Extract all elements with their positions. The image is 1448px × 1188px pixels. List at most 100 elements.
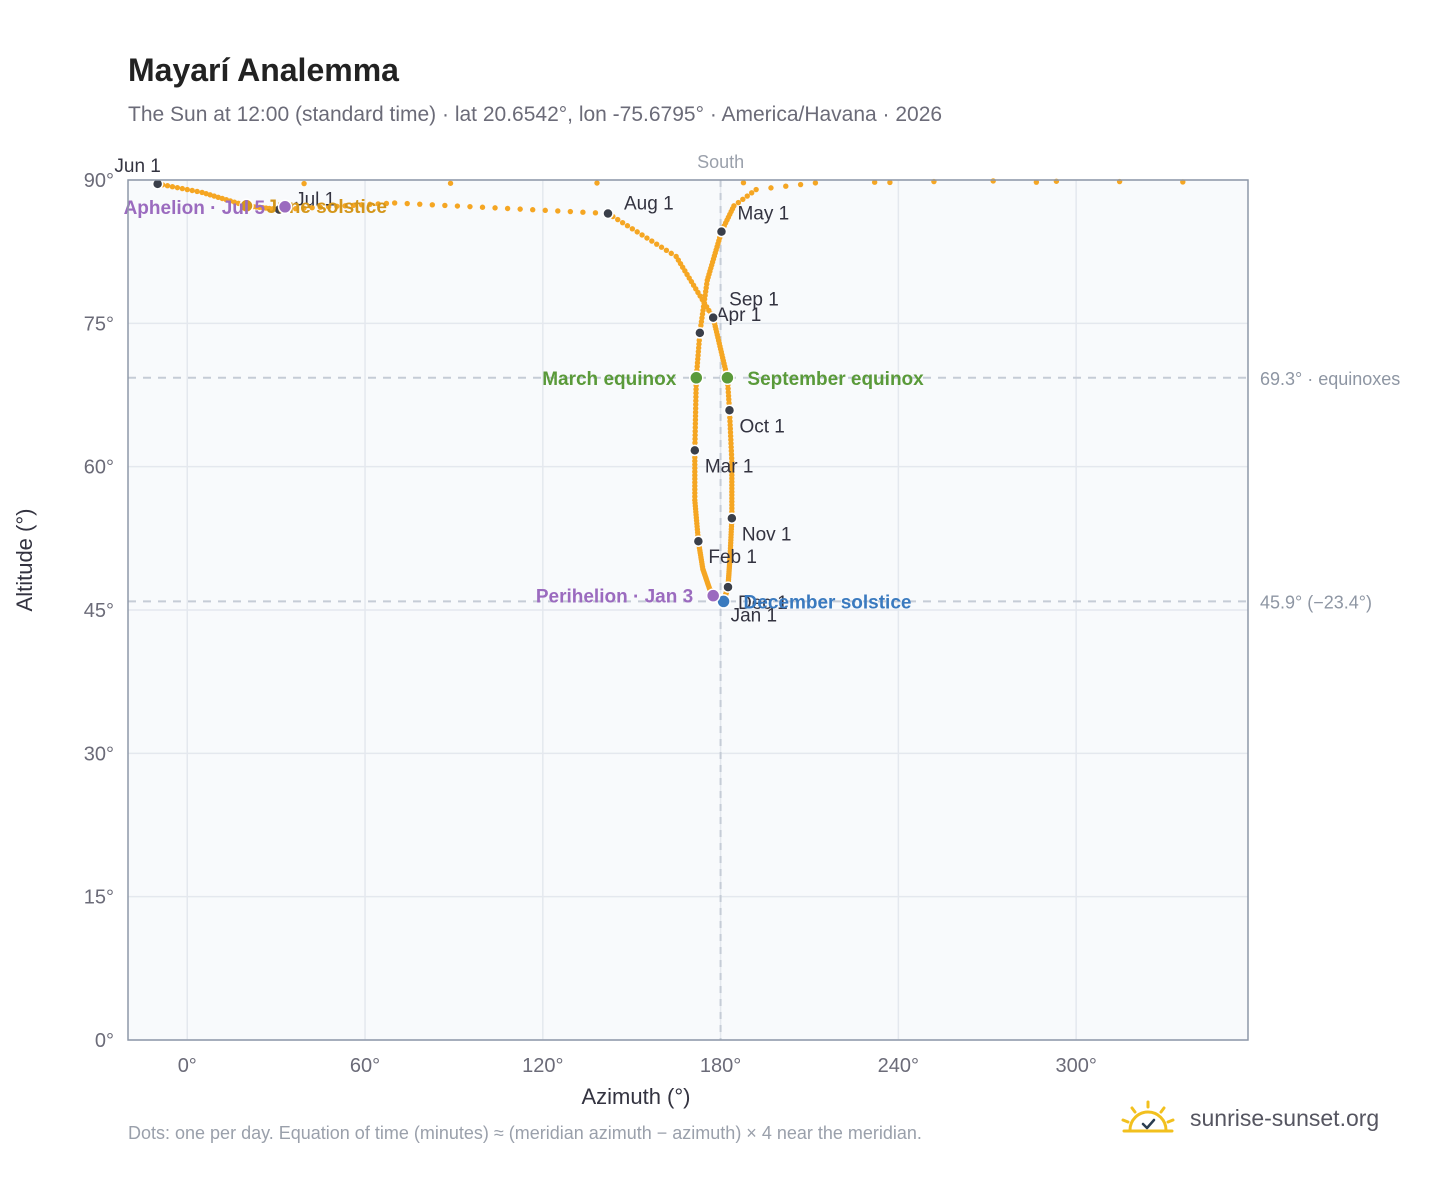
x-tick-label: 120°: [522, 1055, 563, 1077]
event-marker: [239, 198, 254, 214]
month-label: Mar 1: [705, 456, 754, 477]
daily-sun-dot: [692, 420, 699, 427]
axes: 0° 60° 120° 180° 240° 300° 0° 15° 30° 45° 60° 75° 90…: [12, 170, 1097, 1109]
daily-sun-dot: [530, 207, 536, 213]
month-label: May 1: [737, 204, 789, 225]
reference-label: 69.3° · equinoxes: [1260, 369, 1400, 389]
event-label: Aphelion · Jul 5: [124, 198, 266, 219]
daily-sun-dot: [887, 179, 893, 186]
month-label: Feb 1: [708, 547, 757, 568]
daily-sun-dot: [350, 202, 357, 209]
daily-sun-dot: [629, 226, 636, 232]
daily-sun-dot: [649, 238, 655, 244]
daily-sun-dot: [555, 208, 561, 214]
month-marker: [689, 444, 701, 457]
month-marker: [726, 512, 738, 525]
daily-sun-dot: [644, 235, 650, 241]
month-label: Dec 1: [738, 593, 788, 614]
x-tick-label: 240°: [878, 1055, 919, 1077]
daily-sun-dot: [467, 203, 473, 210]
daily-sun-dot: [615, 216, 621, 223]
daily-sun-dot: [692, 428, 698, 435]
y-tick-label: 45°: [84, 600, 114, 622]
month-label: Jan 1: [731, 605, 777, 626]
daily-sun-dot: [658, 244, 665, 250]
plot-frame: [127, 179, 1249, 1041]
month-label: Jun 1: [114, 156, 160, 177]
daily-sun-dot: [753, 186, 759, 193]
month-label: Jul 1: [295, 190, 335, 211]
y-tick-label: 0°: [95, 1030, 114, 1052]
footnote: Dots: one per day. Equation of time (min…: [128, 1123, 922, 1143]
daily-sun-dot: [740, 196, 746, 203]
x-tick-label: 0°: [178, 1055, 197, 1077]
daily-sun-dot: [594, 180, 600, 186]
month-label: Aug 1: [624, 193, 674, 214]
daily-sun-dot: [404, 200, 410, 207]
x-axis-label: Azimuth (°): [581, 1084, 690, 1109]
daily-sun-dot: [391, 200, 398, 206]
event-marker: [277, 199, 293, 215]
event-label: December solstice: [744, 592, 912, 613]
daily-sun-dot: [693, 390, 699, 396]
daily-sun-dot: [342, 203, 348, 209]
daily-sun-dot: [735, 199, 742, 206]
daily-sun-dot: [184, 186, 190, 193]
daily-sun-dot: [692, 432, 698, 438]
x-tick-label: 60°: [350, 1055, 380, 1077]
daily-sun-dot: [164, 183, 171, 189]
daily-sun-dot: [692, 436, 698, 442]
daily-sun-dot: [592, 210, 599, 216]
daily-sun-dot: [619, 219, 626, 226]
daily-sun-dot: [542, 207, 548, 214]
daily-sun-dot: [358, 202, 365, 208]
daily-sun-dot: [693, 386, 699, 392]
daily-sun-dot: [174, 184, 181, 191]
month-label: Oct 1: [739, 416, 784, 437]
daily-sun-dot: [367, 201, 373, 208]
brand[interactable]: sunrise-sunset.org: [1120, 1100, 1379, 1136]
x-tick-label: 300°: [1055, 1055, 1096, 1077]
daily-sun-dot: [417, 201, 423, 207]
event-label: Perihelion · Jan 3: [536, 587, 693, 608]
month-label: Nov 1: [742, 524, 792, 545]
daily-sun-dot: [169, 183, 176, 190]
y-axis-label: Altitude (°): [12, 509, 37, 612]
daily-sun-dot: [301, 205, 307, 211]
daily-sun-dot: [317, 204, 324, 210]
daily-sun-dot: [325, 204, 332, 210]
month-marker: [723, 404, 736, 417]
daily-sun-dot: [663, 247, 670, 254]
event-label: March equinox: [542, 369, 677, 390]
daily-sun-dot: [692, 440, 698, 446]
daily-sun-dot: [693, 398, 699, 404]
month-marker: [692, 535, 705, 547]
daily-sun-dot: [692, 409, 699, 415]
daily-sun-dot: [749, 190, 755, 196]
y-tick-label: 30°: [84, 743, 114, 765]
daily-sun-dot: [301, 180, 307, 187]
daily-sun-dot: [731, 203, 737, 209]
daily-sun-dot: [871, 179, 878, 185]
daily-sun-dot: [292, 205, 299, 212]
daily-sun-dot: [693, 401, 699, 408]
daily-sun-dot: [740, 180, 747, 186]
daily-sun-dot: [783, 183, 789, 189]
month-marker: [707, 311, 719, 324]
x-tick-label: 180°: [700, 1055, 741, 1077]
daily-sun-dot: [639, 232, 645, 238]
daily-sun-dot: [334, 203, 340, 209]
daily-sun-dot: [447, 180, 454, 186]
daily-sun-dot: [479, 204, 486, 210]
month-marker: [694, 327, 706, 339]
event-marker: [689, 370, 704, 386]
brand-link[interactable]: sunrise-sunset.org: [1190, 1104, 1380, 1131]
daily-sun-dot: [454, 203, 461, 209]
daily-sun-dot: [504, 205, 511, 212]
daily-sun-dot: [194, 188, 200, 195]
month-marker: [715, 225, 728, 238]
event-label: June solstice: [267, 197, 387, 218]
reference-lines: South 69.3° · equinoxes 45.9° (−23.4°): [128, 152, 1400, 1040]
daily-sun-dot: [580, 209, 586, 215]
